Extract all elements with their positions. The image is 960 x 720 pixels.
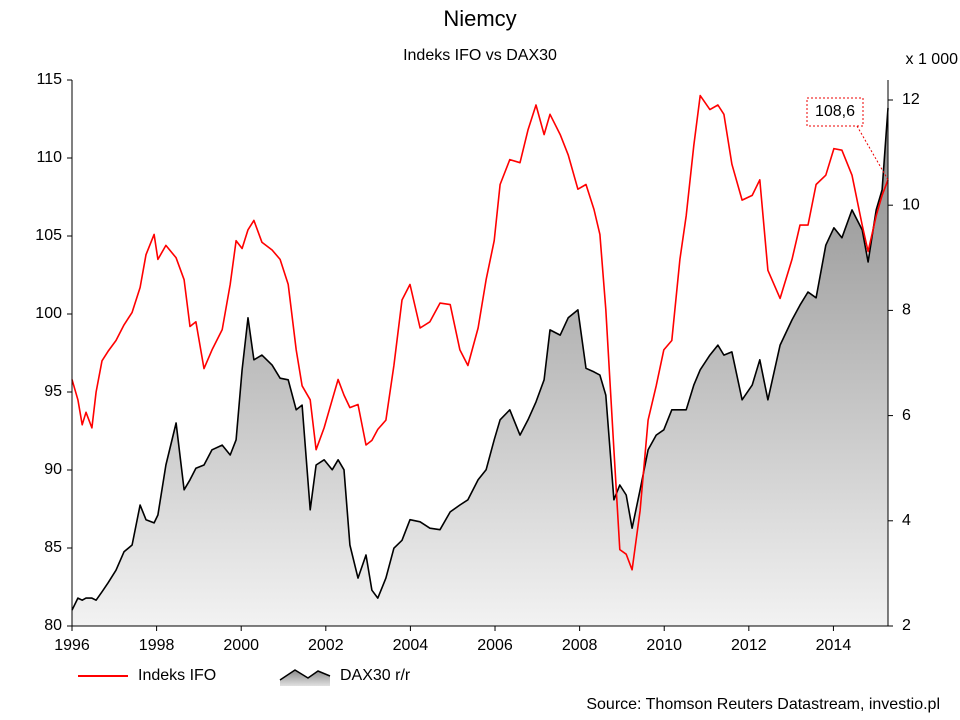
x-tick-label: 2014 <box>816 637 852 654</box>
y-tick-label: 80 <box>44 617 62 634</box>
y2-tick-label: 4 <box>902 512 911 529</box>
y-tick-label: 115 <box>36 71 62 88</box>
x-tick-label: 1998 <box>139 637 175 654</box>
y-tick-label: 105 <box>35 227 62 244</box>
line <box>71 107 889 611</box>
y2-unit: x 1 000 <box>906 51 959 68</box>
y-tick-label: 85 <box>44 539 62 556</box>
x-tick-label: 2012 <box>731 637 767 654</box>
legend-label: Indeks IFO <box>138 667 216 684</box>
area <box>72 107 888 626</box>
y-tick-label: 90 <box>44 461 62 478</box>
line <box>71 94 889 571</box>
chart-title: Niemcy <box>443 6 516 31</box>
source: Source: Thomson Reuters Datastream, inve… <box>586 696 940 713</box>
annotation-label: 108,6 <box>815 103 855 120</box>
annotation-leader <box>856 125 889 181</box>
x-tick-label: 2000 <box>223 637 259 654</box>
y-tick-label: 100 <box>35 305 62 322</box>
x-tick-label: 2004 <box>393 637 429 654</box>
y2-tick-label: 10 <box>902 196 920 213</box>
y2-tick-label: 8 <box>902 302 911 319</box>
x-tick-label: 2002 <box>308 637 344 654</box>
legend-label: DAX30 r/r <box>340 667 411 684</box>
x-tick-label: 2006 <box>477 637 513 654</box>
y2-tick-label: 12 <box>902 91 920 108</box>
annotation-box <box>806 97 864 127</box>
y2-tick-label: 6 <box>902 407 911 424</box>
x-tick-label: 2008 <box>562 637 598 654</box>
y2-tick-label: 2 <box>902 617 911 634</box>
legend-swatch <box>279 669 331 681</box>
y-tick-label: 110 <box>36 149 62 166</box>
x-tick-label: 2010 <box>646 637 682 654</box>
x-tick-label: 1996 <box>54 637 90 654</box>
y-tick-label: 95 <box>44 383 62 400</box>
legend-swatch <box>280 670 330 686</box>
chart-subtitle: Indeks IFO vs DAX30 <box>403 47 557 64</box>
